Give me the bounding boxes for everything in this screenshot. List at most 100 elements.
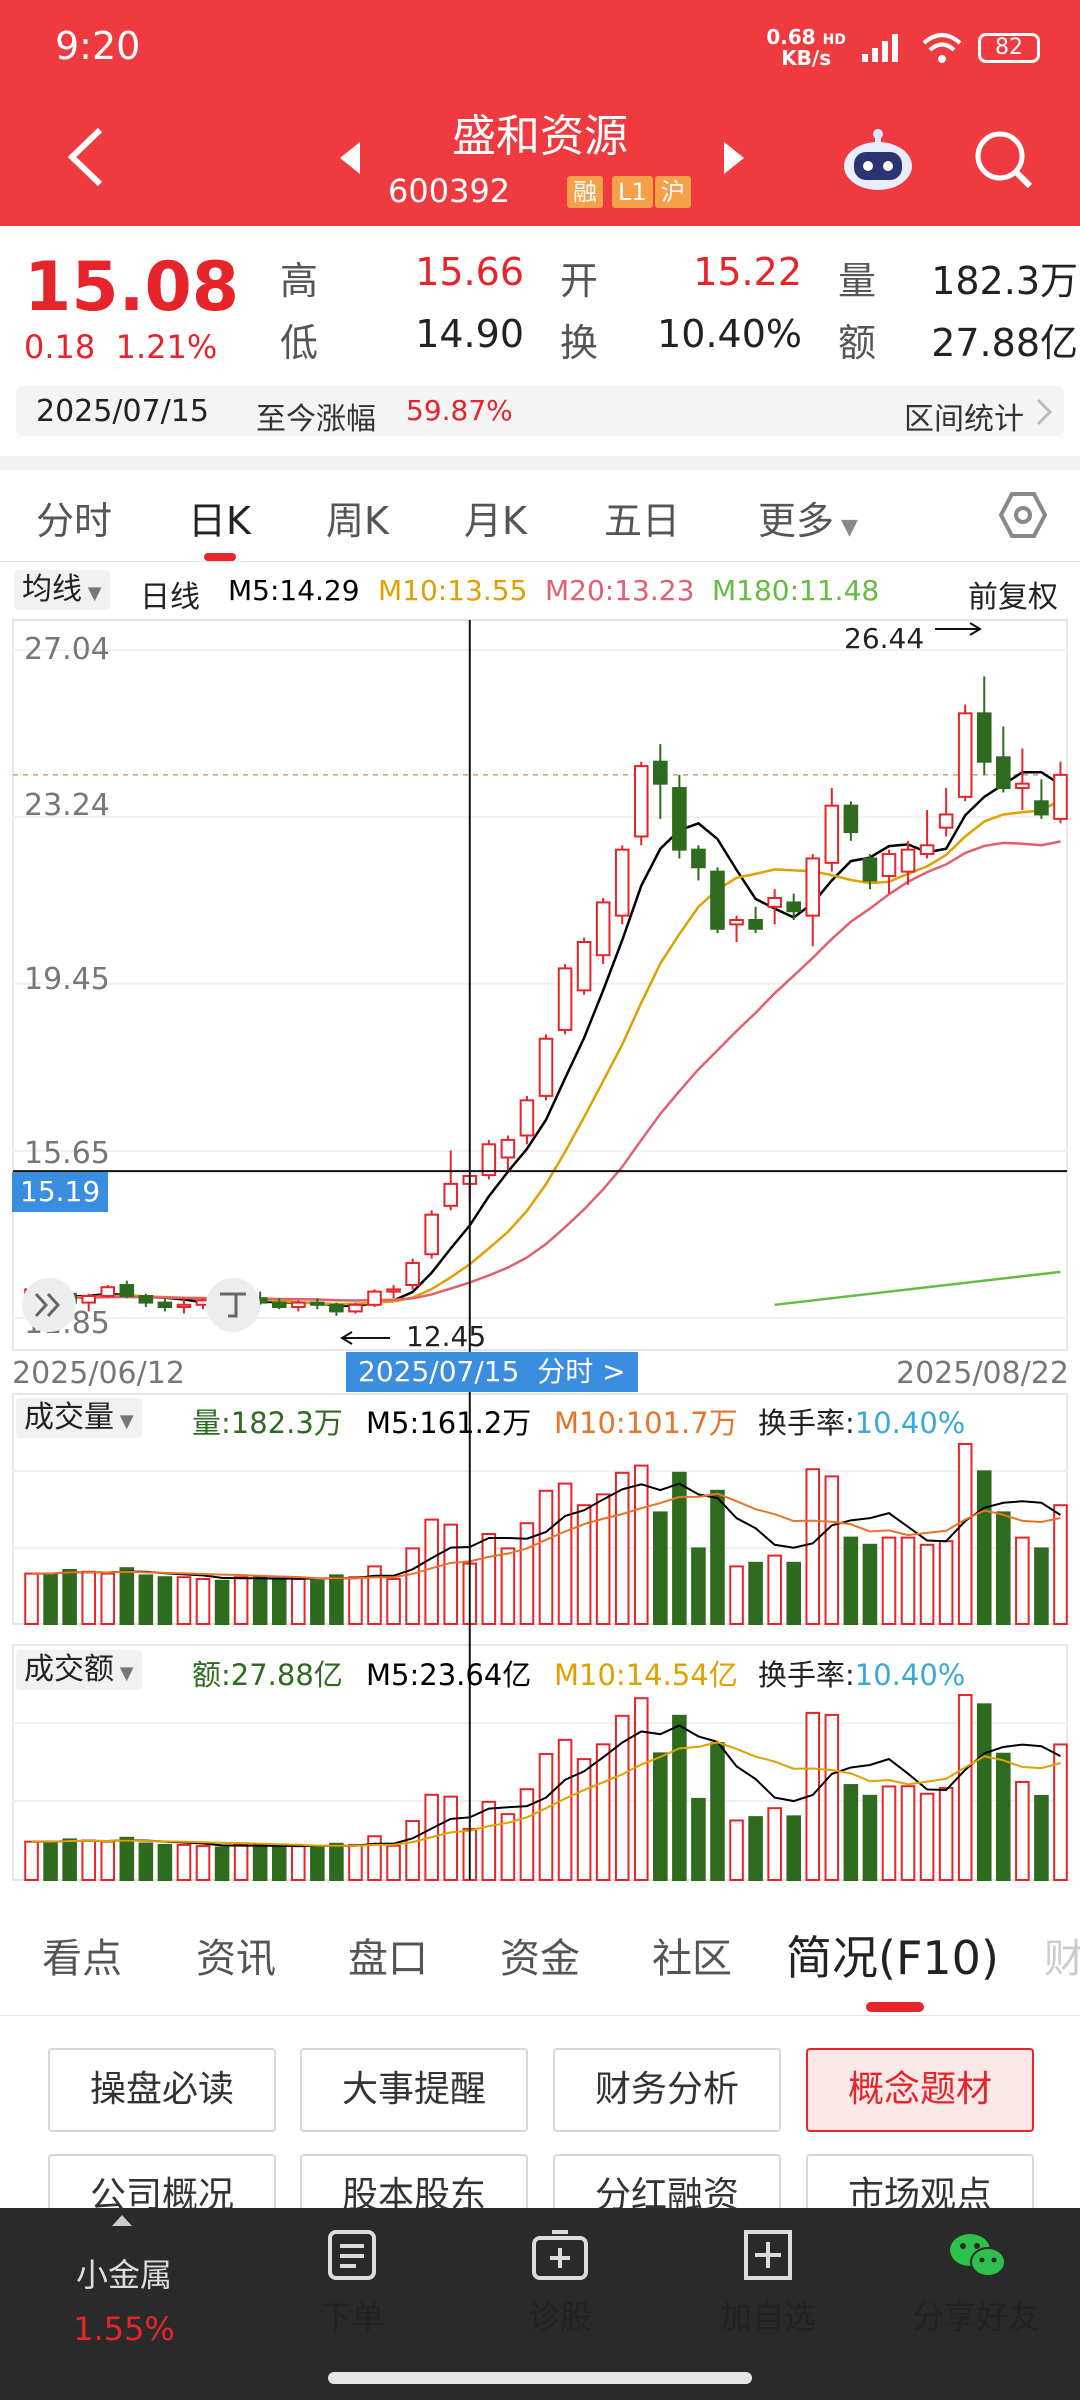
since-label: 至今涨幅	[256, 402, 376, 437]
amount-bar	[329, 1842, 344, 1881]
back-arrow-icon[interactable]	[62, 124, 108, 190]
low-value: 14.90	[415, 312, 524, 356]
amount-turnover: 换手率:10.40%	[758, 1658, 966, 1692]
ma20-line	[31, 840, 1061, 1302]
amount-bar	[938, 1786, 954, 1881]
tab-finance-partial[interactable]: 财	[1044, 1936, 1080, 1982]
tab-more[interactable]: 更多 ▼	[758, 499, 858, 543]
amount-label: 额	[838, 321, 877, 365]
tab-community[interactable]: 社区	[652, 1936, 732, 1982]
low-label: 低	[280, 321, 319, 365]
date-axis-end: 2025/08/22	[896, 1356, 1069, 1391]
search-icon[interactable]	[972, 128, 1034, 190]
robot-assistant-icon[interactable]	[840, 126, 916, 192]
amount-bar	[786, 1815, 801, 1882]
volume-bar	[1034, 1547, 1049, 1626]
range-stat-link[interactable]: 区间统计	[904, 402, 1024, 437]
volume-bar	[938, 1540, 954, 1625]
volume-bar	[252, 1576, 268, 1625]
amount-bar	[1015, 1780, 1030, 1882]
nav-add-watchlist[interactable]: 加自选	[719, 2298, 816, 2336]
chart-tabs	[0, 470, 1080, 562]
candle-body	[919, 844, 935, 856]
candle-body	[405, 1262, 420, 1287]
nav-sector-pct: 1.55%	[73, 2310, 175, 2348]
tab-daily-k[interactable]: 日K	[188, 499, 251, 543]
nav-share[interactable]: 分享好友	[911, 2298, 1040, 2336]
btn-financial-analysis[interactable]: 财务分析	[553, 2048, 781, 2132]
volume-bar	[672, 1471, 687, 1626]
candle-body	[386, 1288, 401, 1293]
tab-orderbook[interactable]: 盘口	[348, 1936, 428, 1982]
candle-body	[595, 901, 611, 957]
volume-select[interactable]: 成交量 ▼	[16, 1398, 142, 1438]
volume-bar	[824, 1475, 840, 1626]
tab-funds[interactable]: 资金	[500, 1936, 580, 1982]
range-stat-bar[interactable]: 2025/07/15 至今涨幅 59.87% 区间统计	[16, 386, 1064, 437]
volume-bar	[119, 1567, 135, 1625]
volume-bar	[405, 1547, 420, 1626]
ma-period: 日线	[140, 580, 200, 615]
settings-hexagon-icon[interactable]	[998, 490, 1048, 540]
nav-order[interactable]: 下单	[319, 2298, 384, 2336]
candle-body	[691, 848, 706, 869]
tab-weekly-k[interactable]: 周K	[326, 499, 389, 543]
expand-panel-button[interactable]	[22, 1278, 76, 1332]
axis-label-2: 23.24	[24, 788, 110, 823]
candle-body	[938, 813, 954, 829]
amount-bar	[576, 1758, 592, 1881]
tab-f10[interactable]: 简况(F10)	[786, 1931, 999, 1985]
axis-label-top: 27.04	[24, 632, 110, 667]
turnover-value: 10.40%	[657, 312, 802, 356]
candle-body	[424, 1213, 439, 1256]
nav-diagnose[interactable]: 诊股	[527, 2298, 592, 2336]
adjust-mode[interactable]: 前复权	[968, 580, 1058, 615]
tab-five-day[interactable]: 五日	[604, 499, 681, 543]
btn-events[interactable]: 大事提醒	[300, 2048, 528, 2132]
amount-bar	[1053, 1743, 1068, 1881]
volume-bar	[424, 1518, 439, 1625]
amount-bar	[24, 1840, 39, 1881]
ma-select[interactable]: 均线 ▼	[14, 570, 110, 610]
amount-select[interactable]: 成交额 ▼	[16, 1650, 142, 1690]
candle-body	[557, 967, 573, 1031]
next-stock-icon[interactable]	[720, 140, 748, 176]
candle-body	[614, 848, 630, 917]
draw-tool-icon	[220, 1292, 246, 1318]
stock-name: 盛和资源	[452, 111, 628, 162]
diagnose-icon	[532, 2230, 588, 2280]
low-marker-arrow	[340, 1331, 390, 1345]
amount-bar	[557, 1738, 573, 1882]
kline-chart[interactable]	[0, 0, 1080, 1890]
crosshair-date-label[interactable]: 2025/07/15 分时 >	[346, 1352, 638, 1392]
nav-sector[interactable]: 小金属	[75, 2256, 172, 2294]
candle-body	[500, 1138, 516, 1159]
high-marker-arrow	[935, 622, 982, 636]
amount-bar	[881, 1785, 897, 1881]
volume-bar	[81, 1570, 96, 1626]
btn-concepts[interactable]: 概念题材	[806, 2048, 1034, 2132]
tab-highlights[interactable]: 看点	[42, 1936, 122, 1982]
draw-tool-button[interactable]	[206, 1278, 260, 1332]
candle-body	[81, 1295, 96, 1304]
tab-news[interactable]: 资讯	[196, 1936, 276, 1982]
order-icon	[328, 2230, 376, 2280]
net-speed: 0.68 HD KB/s	[766, 25, 846, 70]
volume-bar	[138, 1574, 154, 1626]
amount-bar	[767, 1807, 782, 1882]
ma20-value: M20:13.23	[545, 574, 695, 607]
volume-bar	[843, 1536, 859, 1625]
candle-body	[767, 897, 782, 908]
amount-ma10-line	[31, 1741, 1061, 1847]
amount-bar	[710, 1742, 725, 1881]
tab-monthly-k[interactable]: 月K	[464, 499, 527, 543]
amount-bar	[386, 1844, 401, 1881]
home-indicator[interactable]	[328, 2372, 752, 2384]
amount-bar	[310, 1846, 325, 1881]
tab-intraday[interactable]: 分时	[36, 499, 113, 543]
volume-bar	[367, 1565, 382, 1626]
btn-trading-guide[interactable]: 操盘必读	[48, 2048, 276, 2132]
volume-bar	[881, 1536, 897, 1625]
amount-bar	[271, 1845, 287, 1881]
prev-stock-icon[interactable]	[336, 140, 364, 176]
